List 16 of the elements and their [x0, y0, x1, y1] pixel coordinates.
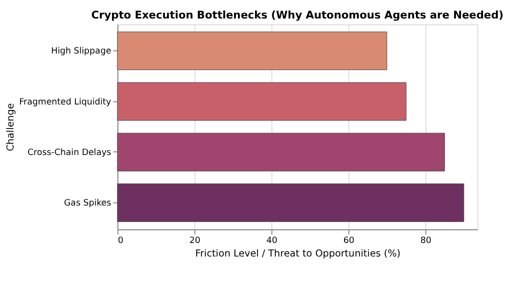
- bar: [117, 183, 464, 222]
- x-tick-label: 0: [118, 236, 124, 246]
- y-axis-title: Challenge: [5, 103, 16, 152]
- x-tick-label: 60: [343, 236, 354, 246]
- x-tick-label: 80: [420, 236, 432, 246]
- x-tick-label: 40: [266, 236, 278, 246]
- chart-title: Crypto Execution Bottlenecks (Why Autonomous Agents are Needed): [91, 10, 504, 22]
- bar: [117, 82, 406, 121]
- x-axis-title: Friction Level / Threat to Opportunities (%): [195, 248, 400, 260]
- y-tick-label: Gas Spikes: [64, 198, 112, 209]
- y-tick-label: High Slippage: [51, 46, 112, 57]
- bar: [117, 132, 445, 172]
- bar: [117, 32, 388, 70]
- y-tick-label: Fragmented Liquidity: [19, 97, 112, 108]
- y-tick-label: Cross-Chain Delays: [27, 148, 112, 158]
- x-tick-label: 20: [189, 236, 200, 246]
